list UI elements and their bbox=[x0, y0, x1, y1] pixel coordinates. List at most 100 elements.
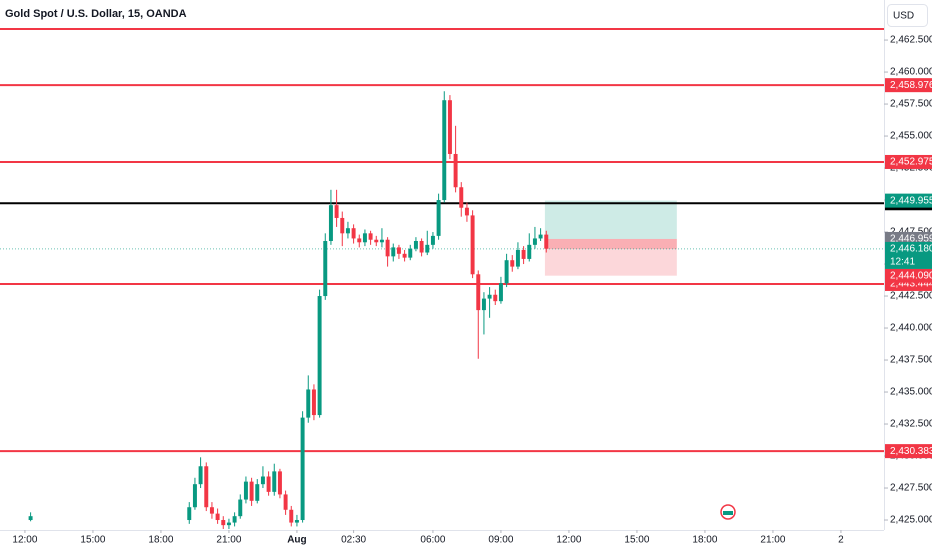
candle-body bbox=[544, 234, 549, 249]
candle-body bbox=[28, 516, 33, 521]
candle-body bbox=[419, 241, 424, 253]
candle-body bbox=[527, 244, 532, 259]
candle-body bbox=[266, 476, 271, 492]
x-tick-label: 06:00 bbox=[420, 535, 445, 546]
price-label: 2,458.976 bbox=[890, 80, 932, 91]
x-tick-label: 21:00 bbox=[760, 535, 785, 546]
candle-body bbox=[340, 217, 345, 234]
candle-body bbox=[221, 520, 226, 526]
logo-icon bbox=[720, 504, 736, 520]
x-tick-label: 18:00 bbox=[148, 535, 173, 546]
price-label-bg bbox=[885, 268, 932, 283]
price-axis: 2,425.0002,427.5002,430.0002,432.5002,43… bbox=[884, 35, 932, 526]
x-tick-label: 12:00 bbox=[556, 535, 581, 546]
candle-body bbox=[238, 499, 243, 517]
candle-body bbox=[425, 244, 430, 253]
candle-body bbox=[493, 294, 498, 302]
take-profit-zone bbox=[544, 200, 677, 239]
currency-label[interactable]: USD bbox=[893, 11, 914, 22]
x-tick-label: 02:30 bbox=[341, 535, 366, 546]
y-tick-label: 2,457.500 bbox=[890, 99, 932, 110]
y-tick-label: 2,425.000 bbox=[890, 515, 932, 526]
price-label: 2,443.444 bbox=[890, 279, 932, 290]
price-label-bg bbox=[885, 154, 932, 169]
candle-body bbox=[408, 248, 413, 258]
y-tick-label: 2,460.000 bbox=[890, 67, 932, 78]
candle-body bbox=[374, 239, 379, 243]
candle-body bbox=[453, 153, 458, 188]
price-label: 2,452.975 bbox=[890, 157, 932, 168]
candle-body bbox=[521, 249, 526, 259]
candle-body bbox=[232, 516, 237, 523]
candle-body bbox=[385, 239, 390, 257]
y-tick-label: 2,462.500 bbox=[890, 35, 932, 46]
candle-body bbox=[328, 205, 333, 242]
price-label: 2,446.959 bbox=[890, 234, 932, 245]
candle-body bbox=[368, 233, 373, 240]
candle-body bbox=[357, 238, 362, 243]
candle-body bbox=[447, 100, 452, 154]
plot-area bbox=[0, 28, 884, 529]
x-tick-label: 15:00 bbox=[80, 535, 105, 546]
candle-body bbox=[192, 484, 197, 508]
candle-body bbox=[255, 484, 260, 501]
price-label-bg bbox=[885, 193, 932, 208]
candle-body bbox=[538, 234, 543, 239]
candle-body bbox=[294, 520, 299, 523]
x-tick-label: Aug bbox=[287, 535, 306, 546]
candle-body bbox=[300, 417, 305, 521]
candle-body bbox=[391, 247, 396, 257]
candle-body bbox=[459, 187, 464, 208]
price-label-bg bbox=[885, 78, 932, 93]
candle-body bbox=[277, 471, 282, 495]
candle-body bbox=[272, 471, 277, 492]
candle-body bbox=[487, 294, 492, 299]
last-price-bg bbox=[885, 241, 932, 269]
candle-body bbox=[317, 296, 322, 416]
candle-body bbox=[430, 235, 435, 245]
candle-body bbox=[470, 215, 475, 275]
y-tick-label: 2,440.000 bbox=[890, 323, 932, 334]
candle-body bbox=[351, 228, 356, 239]
x-tick-label: 12:00 bbox=[12, 535, 37, 546]
x-tick-label: 15:00 bbox=[624, 535, 649, 546]
candle-body bbox=[504, 260, 509, 284]
y-tick-label: 2,435.000 bbox=[890, 387, 932, 398]
y-tick-label: 2,437.500 bbox=[890, 355, 932, 366]
candle-body bbox=[413, 241, 418, 249]
last-price-label: 2,446.180 bbox=[890, 244, 932, 255]
candle-body bbox=[476, 274, 481, 311]
candle-body bbox=[323, 241, 328, 297]
price-label-bg bbox=[885, 444, 932, 459]
x-tick-label: 2 bbox=[838, 535, 844, 546]
candle-body bbox=[345, 228, 350, 234]
candle-body bbox=[187, 507, 192, 521]
chart-title: Gold Spot / U.S. Dollar, 15, OANDA bbox=[5, 8, 187, 20]
candle-body bbox=[243, 481, 248, 500]
candle-body bbox=[532, 238, 537, 245]
candle-body bbox=[442, 100, 447, 201]
countdown-label: 12:41 bbox=[890, 257, 915, 268]
candle-body bbox=[334, 205, 339, 218]
candle-body bbox=[402, 253, 407, 258]
x-tick-label: 09:00 bbox=[488, 535, 513, 546]
open-loss-zone bbox=[544, 238, 677, 249]
candle-body bbox=[204, 466, 209, 508]
candle-body bbox=[260, 476, 265, 485]
candle-body bbox=[249, 481, 254, 501]
candle-body bbox=[306, 389, 311, 418]
candle-body bbox=[396, 247, 401, 254]
candle-body bbox=[510, 260, 515, 267]
candle-body bbox=[379, 239, 384, 243]
candle-body bbox=[464, 207, 469, 216]
candle-body bbox=[283, 494, 288, 510]
currency-button[interactable] bbox=[887, 4, 928, 27]
candle-body bbox=[289, 509, 294, 523]
candle-body bbox=[215, 513, 220, 521]
price-label: 2,430.383 bbox=[890, 446, 932, 457]
y-tick-label: 2,432.500 bbox=[890, 419, 932, 430]
stop-loss-zone bbox=[544, 238, 677, 276]
x-tick-label: 18:00 bbox=[692, 535, 717, 546]
